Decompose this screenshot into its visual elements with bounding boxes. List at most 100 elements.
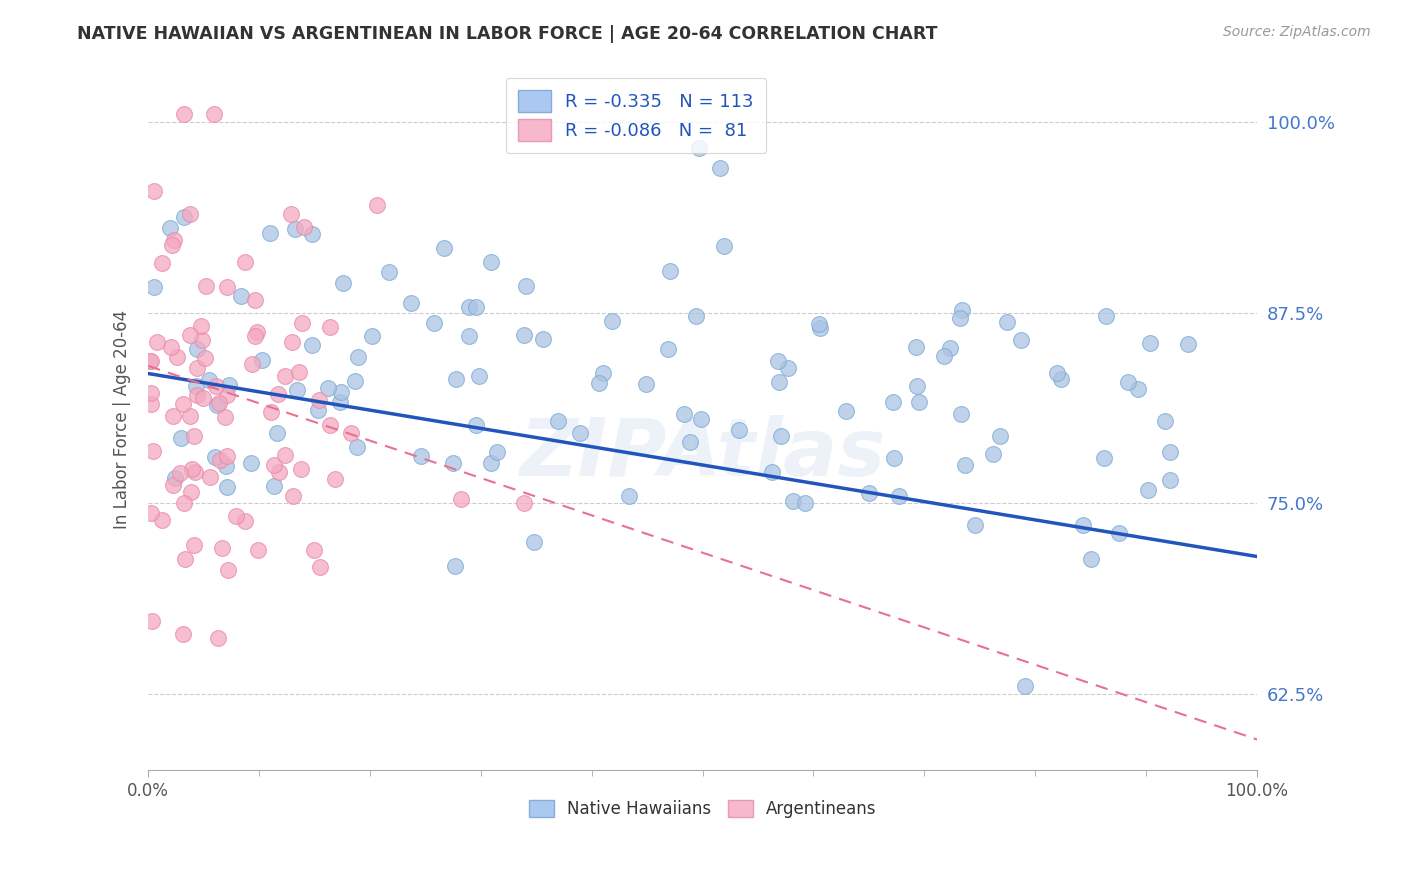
Point [458, 300, 481, 314]
Point [953, 458, 976, 473]
Point [883, 451, 905, 466]
Point [617, 489, 640, 503]
Point [193, 391, 215, 405]
Point [634, 376, 657, 391]
Point [284, 221, 307, 235]
Point [233, 254, 256, 268]
Point [513, 496, 536, 510]
Point [685, 310, 707, 324]
Point [218, 377, 240, 392]
Point [162, 409, 184, 424]
Point [217, 563, 239, 577]
Point [905, 340, 928, 354]
Point [290, 462, 312, 476]
Point [688, 140, 710, 154]
Point [323, 473, 346, 487]
Point [214, 410, 236, 425]
Point [330, 384, 353, 399]
Point [523, 534, 546, 549]
Point [908, 395, 931, 409]
Point [141, 614, 163, 628]
Point [280, 207, 302, 221]
Point [180, 485, 202, 500]
Point [217, 279, 239, 293]
Point [808, 321, 831, 335]
Point [441, 456, 464, 470]
Point [162, 478, 184, 492]
Point [159, 220, 181, 235]
Point [360, 328, 382, 343]
Point [292, 220, 315, 235]
Point [768, 375, 790, 389]
Point [283, 489, 305, 503]
Point [340, 426, 363, 441]
Point [173, 552, 195, 566]
Point [179, 409, 201, 424]
Point [1108, 526, 1130, 541]
Point [208, 453, 231, 467]
Point [166, 350, 188, 364]
Point [163, 471, 186, 485]
Point [162, 234, 184, 248]
Point [679, 435, 702, 450]
Point [146, 334, 169, 349]
Point [141, 506, 163, 520]
Point [531, 333, 554, 347]
Point [273, 448, 295, 462]
Point [160, 340, 183, 354]
Point [267, 465, 290, 479]
Point [285, 384, 308, 398]
Point [807, 318, 830, 332]
Point [139, 354, 162, 368]
Point [246, 325, 269, 339]
Point [343, 374, 366, 388]
Point [1159, 445, 1181, 459]
Point [657, 343, 679, 357]
Point [793, 496, 815, 510]
Point [207, 631, 229, 645]
Point [309, 560, 332, 574]
Point [263, 458, 285, 472]
Point [1046, 366, 1069, 380]
Y-axis label: In Labor Force | Age 20-64: In Labor Force | Age 20-64 [114, 310, 131, 529]
Point [1014, 679, 1036, 693]
Point [690, 411, 713, 425]
Point [204, 450, 226, 464]
Point [995, 315, 1018, 329]
Point [409, 449, 432, 463]
Point [142, 280, 165, 294]
Point [450, 492, 472, 507]
Point [259, 227, 281, 241]
Point [332, 277, 354, 291]
Point [274, 368, 297, 383]
Point [139, 386, 162, 401]
Point [569, 425, 592, 440]
Point [464, 300, 486, 314]
Point [215, 459, 238, 474]
Point [195, 279, 218, 293]
Point [240, 357, 263, 371]
Point [592, 366, 614, 380]
Point [170, 431, 193, 445]
Point [778, 360, 800, 375]
Text: ZIPAtlas: ZIPAtlas [519, 416, 886, 493]
Point [173, 210, 195, 224]
Point [198, 373, 221, 387]
Point [240, 456, 263, 470]
Point [465, 418, 488, 433]
Point [513, 328, 536, 343]
Point [319, 320, 342, 334]
Point [186, 361, 208, 376]
Point [142, 184, 165, 198]
Point [1080, 552, 1102, 566]
Point [905, 379, 928, 393]
Point [183, 429, 205, 443]
Point [215, 480, 238, 494]
Point [183, 537, 205, 551]
Point [186, 342, 208, 356]
Point [770, 428, 793, 442]
Point [184, 378, 207, 392]
Point [266, 425, 288, 440]
Point [307, 403, 329, 417]
Point [150, 255, 173, 269]
